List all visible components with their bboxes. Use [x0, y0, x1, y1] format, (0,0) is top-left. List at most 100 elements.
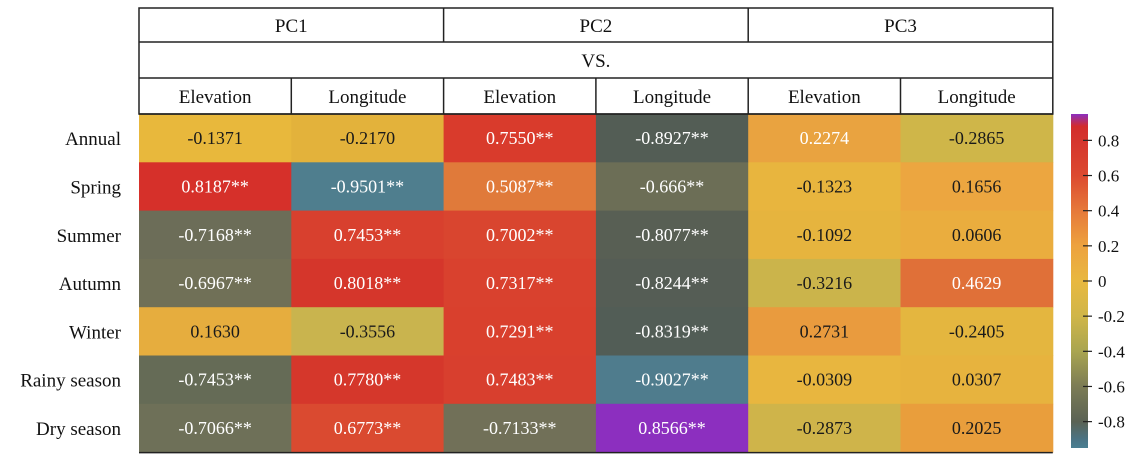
colorbar-tick-label: 0.2 — [1098, 237, 1119, 256]
cells-layer: -0.1371 -0.2170 0.7550** -0.8927** 0.2274 -0.… — [139, 114, 1054, 454]
cell-value: -0.9027** — [635, 370, 709, 390]
heatmap-cell — [139, 355, 292, 405]
column-header: Elevation — [179, 87, 252, 108]
heatmap-cell — [139, 162, 292, 212]
heatmap-cell — [291, 403, 445, 453]
heatmap-cell — [139, 210, 292, 260]
heatmap-cell — [900, 355, 1054, 405]
heatmap-cell — [139, 258, 292, 308]
heatmap-cell — [748, 258, 901, 308]
heatmap-cell — [748, 355, 901, 405]
heatmap-cell — [291, 162, 445, 212]
cell-value: -0.8244** — [635, 273, 709, 293]
colorbar-tick-label: -0.4 — [1098, 342, 1125, 361]
cell-value: -0.8927** — [635, 128, 709, 148]
cell-value: 0.7002** — [486, 225, 554, 245]
heatmap-cell — [595, 307, 749, 356]
colorbar-tick-label: 0 — [1098, 272, 1107, 291]
cell-value: 0.7550** — [486, 128, 554, 148]
heatmap-cell — [443, 210, 597, 260]
cell-value: 0.0307 — [952, 370, 1002, 390]
row-label: Annual — [65, 129, 121, 150]
row-labels: Annual Spring Summer Autumn Winter Rainy seas… — [20, 129, 121, 440]
group-header: PC3 — [884, 16, 917, 37]
row-label: Winter — [69, 322, 122, 343]
heatmap-cell — [595, 162, 749, 212]
cell-value: 0.8566** — [638, 418, 706, 438]
column-header: Longitude — [938, 87, 1016, 108]
cell-value: -0.3556 — [340, 321, 396, 341]
vs-header: VS. — [581, 51, 610, 72]
heatmap-cell — [595, 403, 749, 453]
cell-value: 0.7317** — [486, 273, 554, 293]
cell-value: -0.2865 — [949, 128, 1005, 148]
heatmap-cell — [900, 210, 1054, 260]
heatmap-cell — [900, 403, 1054, 453]
heatmap-cell — [291, 355, 445, 405]
heatmap-cell — [139, 307, 292, 356]
cell-value: 0.7291** — [486, 321, 554, 341]
heatmap-cell — [443, 162, 597, 212]
heatmap-cell — [291, 114, 445, 163]
heatmap-cell — [595, 355, 749, 405]
cell-value: 0.8187** — [181, 176, 249, 196]
group-header: PC1 — [275, 16, 308, 37]
cell-value: 0.2274 — [800, 128, 850, 148]
cell-value: -0.8319** — [635, 321, 709, 341]
cell-value: 0.7483** — [486, 370, 554, 390]
heatmap-cell — [291, 258, 445, 308]
heatmap-cell — [443, 355, 597, 405]
cell-value: -0.3216 — [797, 273, 853, 293]
cell-value: -0.2873 — [797, 418, 853, 438]
heatmap-cell — [443, 403, 597, 453]
cell-value: 0.0606 — [952, 225, 1002, 245]
group-header: PC2 — [580, 16, 613, 37]
colorbar-bar — [1071, 114, 1088, 448]
cell-value: 0.1630 — [190, 321, 240, 341]
column-header: Elevation — [483, 87, 556, 108]
heatmap-cell — [291, 307, 445, 356]
cell-value: 0.1656 — [952, 176, 1002, 196]
heatmap-cell — [900, 162, 1054, 212]
cell-value: 0.2731 — [800, 321, 850, 341]
heatmap-cell — [443, 307, 597, 356]
cell-value: -0.7066** — [178, 418, 252, 438]
cell-value: -0.6967** — [178, 273, 252, 293]
row-label: Summer — [57, 226, 122, 247]
colorbar-tick-label: 0.6 — [1098, 167, 1119, 186]
cell-value: -0.7168** — [178, 225, 252, 245]
cell-value: -0.1371 — [187, 128, 243, 148]
cell-value: 0.6773** — [334, 418, 402, 438]
cell-value: 0.2025 — [952, 418, 1002, 438]
heatmap-cell — [748, 403, 901, 453]
heatmap-cell — [748, 307, 901, 356]
cell-value: 0.8018** — [334, 273, 402, 293]
cell-value: 0.5087** — [486, 176, 554, 196]
colorbar: 0.8 0.6 0.4 0.2 0 -0.2 -0.4 -0.6 -0.8 — [1071, 114, 1125, 448]
heatmap-cell — [900, 114, 1054, 163]
row-label: Dry season — [36, 419, 121, 440]
row-label: Spring — [70, 177, 121, 198]
cell-value: 0.7780** — [334, 370, 402, 390]
cell-value: -0.1323 — [797, 176, 853, 196]
heatmap-cell — [443, 114, 597, 163]
colorbar-tick-label: -0.6 — [1098, 377, 1125, 396]
heatmap-cell — [139, 403, 292, 453]
heatmap-cell — [291, 210, 445, 260]
heatmap-cell — [595, 114, 749, 163]
heatmap-cell — [595, 210, 749, 260]
heatmap-cell — [595, 258, 749, 308]
heatmap-cell — [748, 114, 901, 163]
cell-value: -0.9501** — [331, 176, 405, 196]
heatmap-cell — [139, 114, 292, 163]
cell-value: 0.4629 — [952, 273, 1002, 293]
cell-value: 0.7453** — [334, 225, 402, 245]
heatmap-cell — [900, 307, 1054, 356]
colorbar-tick-label: 0.8 — [1098, 131, 1119, 150]
cell-value: -0.0309 — [797, 370, 853, 390]
heatmap-cell — [900, 258, 1054, 308]
header-layer: PC1 PC2 PC3 VS. Elevation Longitude Elevation L… — [138, 7, 1054, 115]
column-header: Elevation — [788, 87, 861, 108]
